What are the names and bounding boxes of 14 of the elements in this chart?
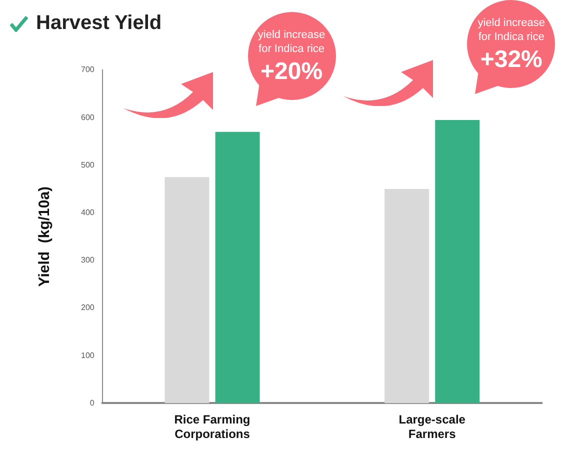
y-tick-label: 700 [80, 65, 95, 74]
y-tick-label: 100 [80, 350, 95, 360]
x-tick-label: Large-scale Farmers [398, 412, 466, 442]
y-tick-label: 500 [80, 160, 95, 170]
y-axis-title: Yield (kg/10a) [36, 186, 54, 287]
y-tick-label: 400 [80, 208, 95, 218]
annotation: +20% [260, 56, 324, 87]
y-tick-label: 300 [80, 256, 95, 265]
y-tick-label: 600 [80, 112, 95, 122]
annotation: +32% [479, 44, 544, 75]
y-tick-label: 0 [90, 398, 95, 408]
chart-title: Harvest Yield [36, 12, 162, 35]
y-tick-label: 200 [80, 303, 95, 312]
x-tick-label: Rice Farming Corporations [174, 412, 250, 442]
